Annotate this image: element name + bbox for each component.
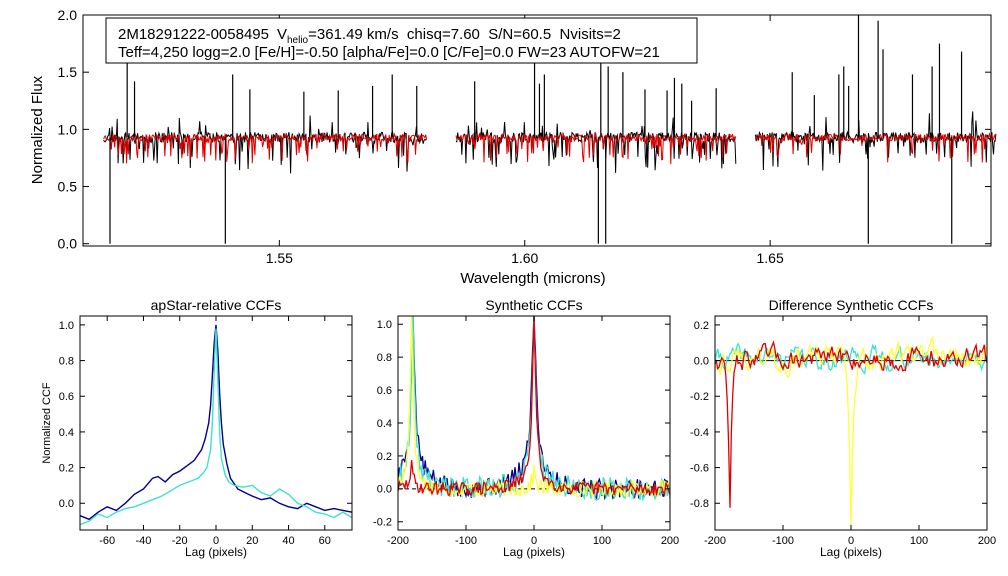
- difference-title: Difference Synthetic CCFs: [769, 297, 934, 313]
- synthetic-tick-group: -200 -100 0 100 200 -0.2 0.0 0.2 0.4 0.6 0.8 1.0: [373, 316, 679, 547]
- apstar-x-tick-label: -40: [136, 535, 152, 547]
- apstar-y-tick-label: 0.6: [59, 391, 74, 403]
- apstar-x-tick-label: 60: [319, 535, 331, 547]
- difference-y-tick-label: -0.6: [690, 462, 709, 474]
- spectrum-x-tick-label: 1.55: [266, 250, 293, 266]
- apstar-y-tick-label: 0.0: [59, 498, 74, 510]
- spectrum-info-box: 2M18291222-0058495 Vhelio=361.49 km/s chi…: [105, 17, 698, 64]
- apstar-x-tick-label: 0: [213, 535, 219, 547]
- spectrum-y-tick-label: 0.0: [58, 236, 78, 252]
- synthetic-y-tick-label: 0.2: [377, 451, 392, 463]
- spectrum-x-axis-label: Wavelength (microns): [460, 270, 605, 287]
- info-box-line-2: Teff=4,250 logg=2.0 [Fe/H]=-0.50 [alpha/…: [118, 44, 660, 61]
- apstar-x-tick-label: 20: [246, 535, 258, 547]
- spectrum-y-tick-label: 0.5: [58, 178, 78, 194]
- synthetic-x-tick-label: -200: [387, 535, 409, 547]
- apstar-y-tick-label: 0.4: [59, 427, 74, 439]
- spectrum-y-axis-label: Normalized Flux: [29, 75, 46, 184]
- synthetic-ccf-panel: -200 -100 0 100 200 -0.2 0.0 0.2 0.4 0.6 0.8 1.0 Sy…: [373, 297, 679, 559]
- difference-x-axis-label: Lag (pixels): [820, 545, 882, 559]
- spectrum-series-group: [103, 15, 997, 244]
- apstar-y-axis-label: Normalized CCF: [41, 382, 53, 464]
- difference-y-tick-label: 0.0: [694, 355, 709, 367]
- difference-ccf-panel: -200 -100 0 100 200 -0.8 -0.6 -0.4 -0.2 0.0 0.2 Di…: [690, 297, 996, 559]
- info-v-label: V: [277, 26, 287, 43]
- spectrum-series-model-chip-1: [103, 132, 428, 164]
- apstar-x-tick-label: 40: [282, 535, 294, 547]
- apstar-series-group: [79, 324, 353, 526]
- synthetic-y-tick-label: -0.2: [373, 517, 392, 529]
- info-box-line-1: 2M18291222-0058495 Vhelio=361.49 km/s chi…: [118, 26, 621, 46]
- difference-x-tick-label: 0: [848, 535, 854, 547]
- info-star-id: 2M18291222-0058495: [118, 26, 269, 43]
- apstar-ccf-panel: -60 -40 -20 0 20 40 60 0.0 0.2 0.4 0.6 0.8 1.0 apSta…: [41, 297, 353, 559]
- apstar-y-tick-label: 0.8: [59, 355, 74, 367]
- synthetic-x-tick-label: -100: [455, 535, 477, 547]
- apstar-title: apStar-relative CCFs: [151, 297, 282, 313]
- synthetic-x-axis-label: Lag (pixels): [503, 545, 565, 559]
- difference-series-diff-3: [714, 340, 988, 508]
- apstar-x-axis-label: Lag (pixels): [185, 545, 247, 559]
- spectrum-series-observed-chip-3: [754, 111, 997, 171]
- difference-tick-group: -200 -100 0 100 200 -0.8 -0.6 -0.4 -0.2 0.0 0.2: [690, 316, 996, 547]
- synthetic-series-group: [397, 315, 671, 502]
- info-v-subscript: helio: [287, 35, 309, 46]
- synthetic-y-tick-label: 0.8: [377, 352, 392, 364]
- spectrum-series-model-chip-2: [455, 132, 737, 165]
- synthetic-series-ccf-3: [397, 315, 671, 499]
- difference-series-group: [714, 335, 988, 526]
- synthetic-title: Synthetic CCFs: [485, 297, 582, 313]
- synthetic-y-tick-label: 0.4: [377, 418, 392, 430]
- info-line-1-values: =361.49 km/s chisq=7.60 S/N=60.5 Nvisits…: [308, 26, 621, 43]
- synthetic-y-tick-label: 0.0: [377, 484, 392, 496]
- difference-y-tick-label: 0.2: [694, 320, 709, 332]
- apstar-plot-frame: [79, 315, 353, 531]
- spectrum-y-tick-label: 1.5: [58, 64, 78, 80]
- difference-x-tick-label: 100: [910, 535, 928, 547]
- apstar-tick-group: -60 -40 -20 0 20 40 60 0.0 0.2 0.4 0.6 0.8 1.0: [59, 316, 352, 547]
- synthetic-y-tick-label: 0.6: [377, 385, 392, 397]
- difference-plot-frame: [714, 315, 988, 531]
- difference-x-tick-label: -200: [704, 535, 726, 547]
- apstar-series-ccf-1: [79, 324, 353, 521]
- synthetic-x-tick-label: 0: [531, 535, 537, 547]
- difference-x-tick-label: 200: [978, 535, 996, 547]
- spectrum-series-observed-chip-1: [103, 115, 427, 174]
- synthetic-plot-frame: [397, 315, 671, 531]
- spectrum-series-observed-chip-2: [455, 117, 737, 173]
- synthetic-x-tick-label: 200: [661, 535, 679, 547]
- apstar-x-tick-label: -60: [99, 535, 115, 547]
- spectrum-y-tick-label: 1.0: [58, 121, 78, 137]
- apstar-series-ccf-2: [79, 328, 353, 526]
- apstar-y-tick-label: 1.0: [59, 320, 74, 332]
- difference-x-tick-label: -100: [772, 535, 794, 547]
- spectrum-y-tick-label: 2.0: [58, 7, 78, 23]
- synthetic-x-tick-label: 100: [593, 535, 611, 547]
- spectrum-panel: 1.55 1.60 1.65 0.0 0.5 1.0 1.5 2.0 2M18291222-0…: [29, 7, 997, 287]
- difference-y-tick-label: -0.2: [690, 391, 709, 403]
- apstar-x-tick-label: -20: [172, 535, 188, 547]
- difference-y-tick-label: -0.4: [690, 427, 709, 439]
- difference-y-tick-label: -0.8: [690, 498, 709, 510]
- spectrum-series-model-chip-3: [754, 132, 996, 163]
- info-box-frame: [105, 17, 698, 64]
- synthetic-y-tick-label: 1.0: [377, 319, 392, 331]
- spectrum-tick-group: 1.55 1.60 1.65 0.0 0.5 1.0 1.5 2.0: [58, 7, 991, 266]
- apstar-y-tick-label: 0.2: [59, 462, 74, 474]
- spectrum-plot-frame: [82, 14, 992, 247]
- spectrum-x-tick-label: 1.60: [511, 250, 538, 266]
- spectrum-x-tick-label: 1.65: [757, 250, 784, 266]
